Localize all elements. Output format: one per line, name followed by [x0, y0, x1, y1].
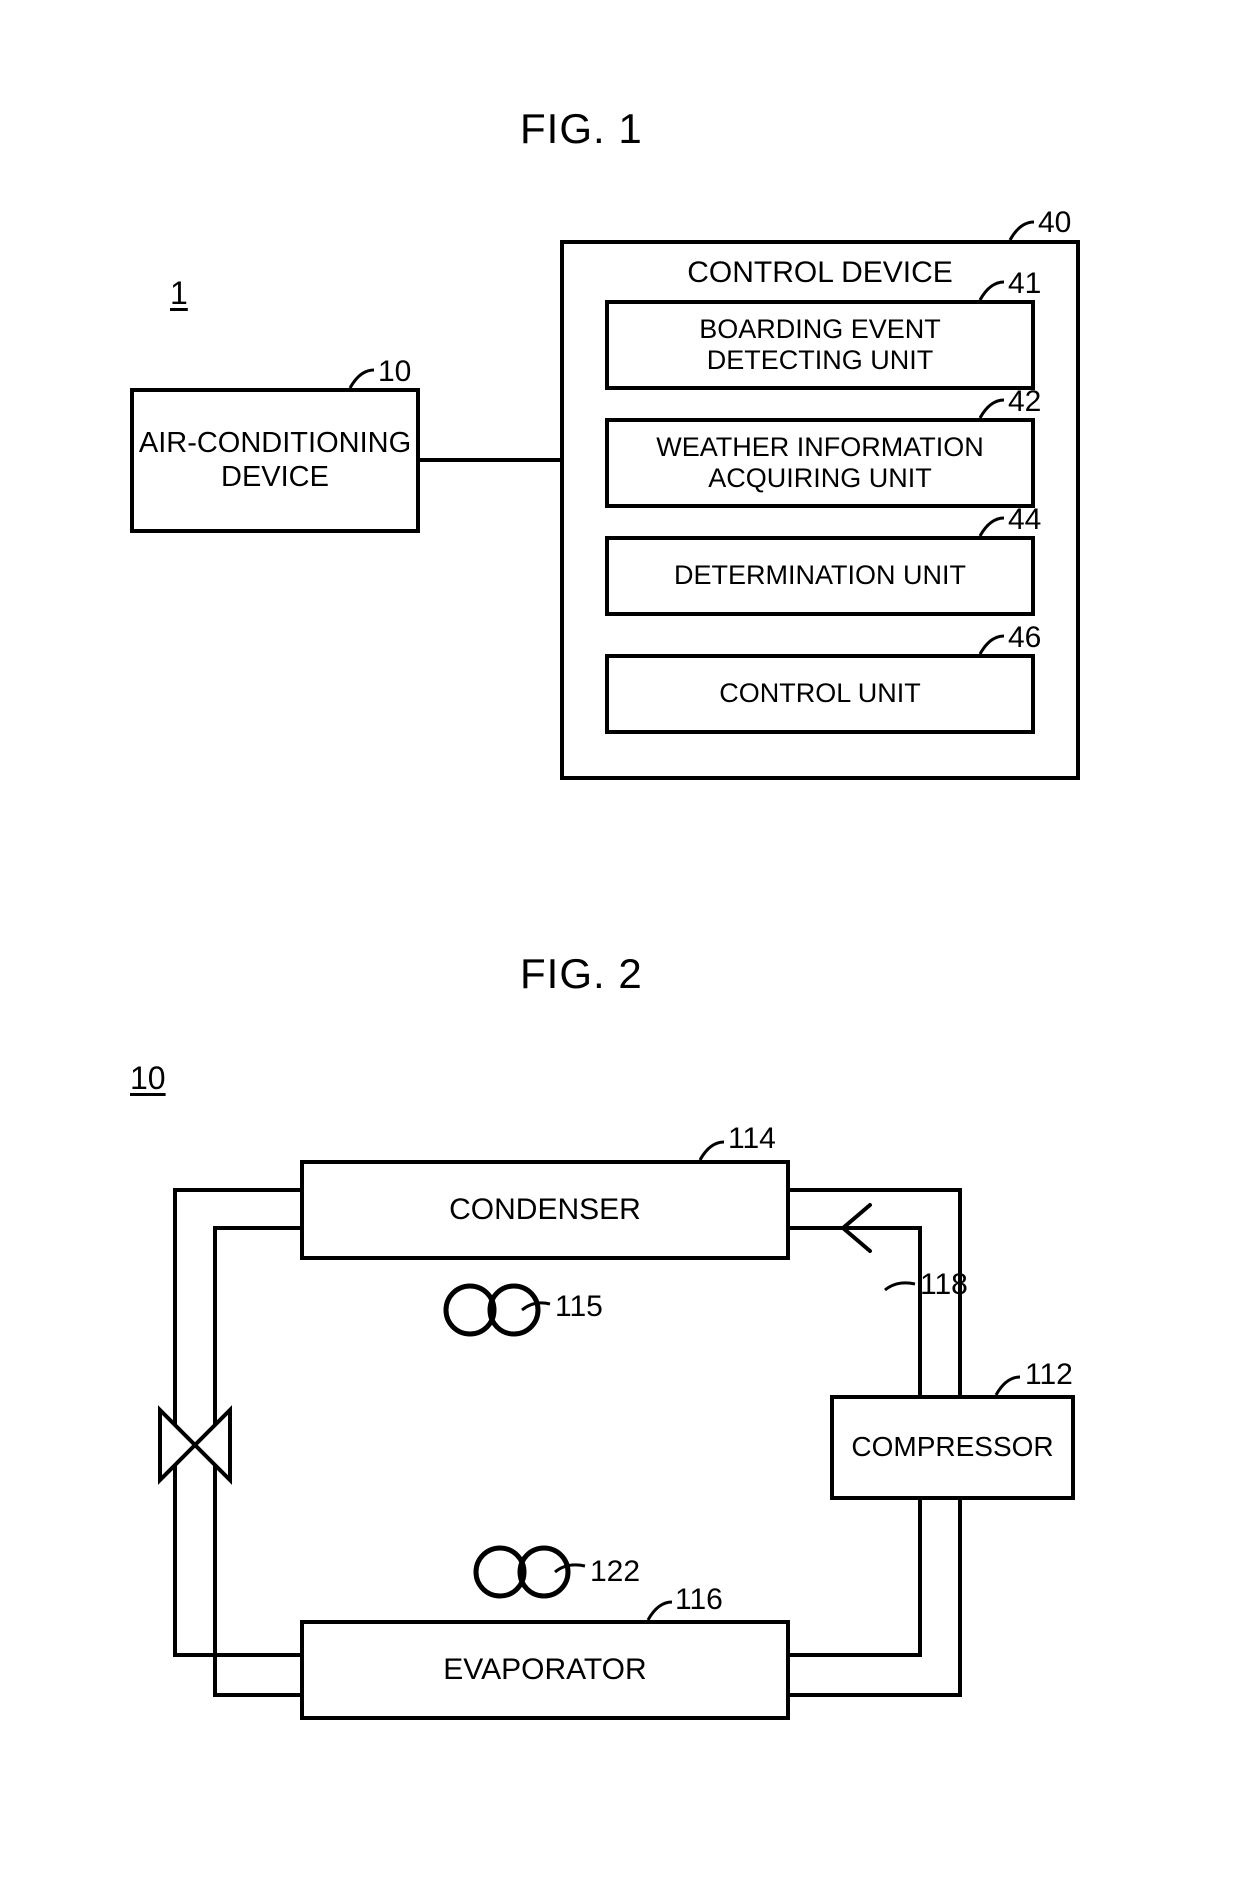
fig2-svg	[0, 0, 1240, 1897]
page: FIG. 1 1 CONTROL DEVICE 40 BOARDING EVEN…	[0, 0, 1240, 1897]
